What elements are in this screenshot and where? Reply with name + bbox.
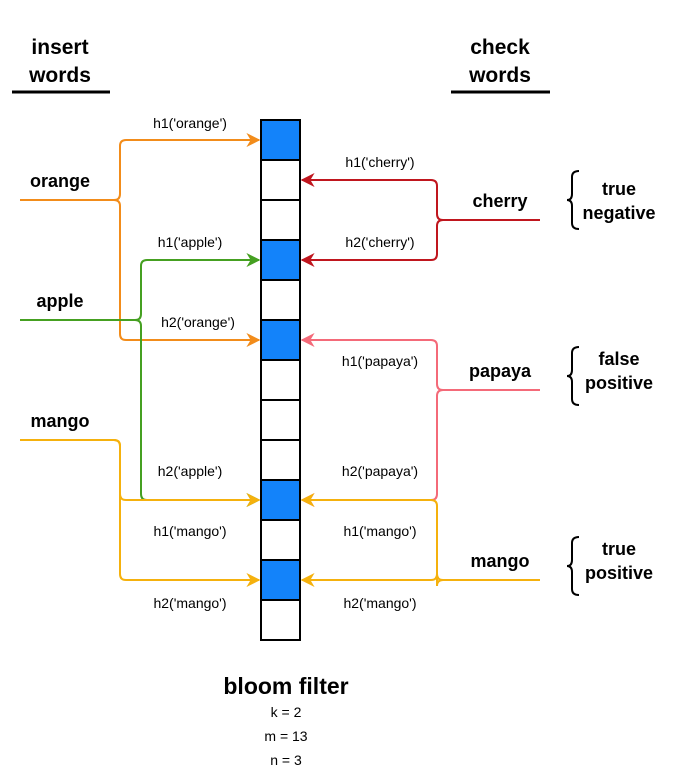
filter-cell-12: [260, 599, 301, 641]
filter-cell-2: [260, 199, 301, 241]
label-h2-apple: h2('apple'): [158, 463, 223, 479]
insert-word-orange: orange: [30, 171, 90, 191]
label-h1-apple: h1('apple'): [158, 234, 223, 250]
result-papaya-line1: false: [598, 349, 639, 369]
check-arrow-1-h2: [300, 389, 444, 507]
result-cherry-line1: true: [602, 179, 636, 199]
hash-connectors: [20, 133, 540, 587]
filter-cell-8: [260, 439, 301, 481]
bloom-filter-array: [260, 119, 301, 641]
insert-header-line2: words: [28, 64, 91, 87]
filter-cell-7: [260, 399, 301, 441]
filter-cell-11: [260, 559, 301, 601]
check-arrow-2-h2: [300, 573, 444, 587]
param-m: m = 13: [264, 728, 307, 744]
label-h1-mango-insert: h1('mango'): [153, 523, 226, 539]
label-h1-mango-check: h1('mango'): [343, 523, 416, 539]
check-header-line2: words: [468, 64, 531, 87]
result-cherry-line2: negative: [582, 203, 655, 223]
insert-arrow-0-h1: [113, 133, 261, 201]
brace-mango: [566, 536, 580, 596]
insert-arrow-2-h2: [113, 439, 261, 587]
check-arrow-0-h2: [300, 219, 444, 267]
check-arrow-0-h1: [300, 173, 444, 221]
param-k: k = 2: [271, 704, 302, 720]
label-h2-mango-check: h2('mango'): [343, 595, 416, 611]
insert-word-mango: mango: [30, 411, 89, 431]
label-h1-orange: h1('orange'): [153, 115, 227, 131]
label-h1-cherry: h1('cherry'): [345, 154, 414, 170]
filter-cell-6: [260, 359, 301, 401]
check-word-mango: mango: [470, 551, 529, 571]
result-mango-line2: positive: [585, 563, 653, 583]
insert-paths-2: [20, 439, 261, 587]
check-word-papaya: papaya: [469, 361, 532, 381]
insert-paths-0: [20, 133, 261, 347]
insert-header-line1: insert: [31, 36, 88, 59]
check-header-line1: check: [470, 36, 530, 59]
check-arrow-1-h1: [300, 333, 444, 391]
label-h2-papaya: h2('papaya'): [342, 463, 418, 479]
bloom-filter-title: bloom filter: [223, 673, 348, 699]
filter-cell-5: [260, 319, 301, 361]
check-word-cherry: cherry: [472, 191, 527, 211]
filter-cell-4: [260, 279, 301, 321]
filter-cell-1: [260, 159, 301, 201]
insert-arrow-1-h1: [134, 253, 261, 321]
filter-cell-0: [260, 119, 301, 161]
label-h2-cherry: h2('cherry'): [345, 234, 414, 250]
filter-cell-9: [260, 479, 301, 521]
check-paths-2: [300, 493, 540, 587]
label-h2-orange: h2('orange'): [161, 314, 235, 330]
brace-cherry: [566, 170, 580, 230]
filter-cell-3: [260, 239, 301, 281]
result-mango-line1: true: [602, 539, 636, 559]
insert-word-apple: apple: [36, 291, 83, 311]
filter-cell-10: [260, 519, 301, 561]
check-arrow-2-h1: [300, 493, 444, 581]
result-papaya-line2: positive: [585, 373, 653, 393]
check-paths-0: [300, 173, 540, 267]
label-h1-papaya: h1('papaya'): [342, 353, 418, 369]
insert-arrow-0-h2: [113, 199, 261, 347]
brace-papaya: [566, 346, 580, 406]
param-n: n = 3: [270, 752, 302, 768]
label-h2-mango-insert: h2('mango'): [153, 595, 226, 611]
